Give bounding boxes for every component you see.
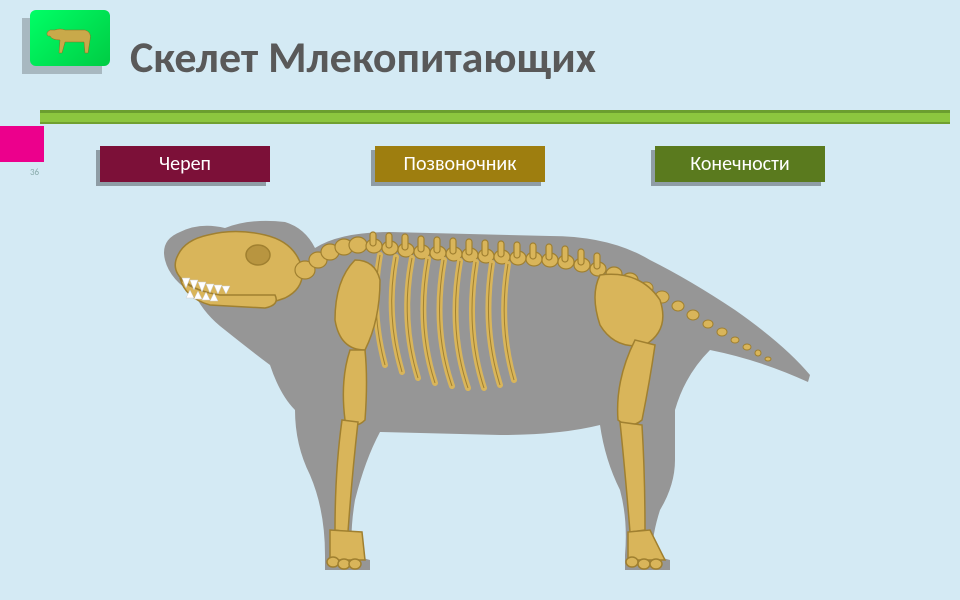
accent-bar [40, 110, 950, 124]
label-text: Конечности [690, 152, 789, 176]
label-box: Череп [100, 146, 270, 182]
label-limbs[interactable]: Конечности [655, 146, 825, 182]
pink-tab [0, 126, 44, 162]
dog-skeleton-icon [40, 18, 100, 58]
skeleton-diagram [130, 200, 830, 580]
thumbnail [30, 10, 110, 66]
label-text: Позвоночник [404, 152, 517, 176]
skull [175, 232, 302, 309]
label-box: Позвоночник [375, 146, 545, 182]
page-number: 36 [30, 167, 39, 178]
page-title: Скелет Млекопитающих [130, 30, 596, 84]
label-spine[interactable]: Позвоночник [375, 146, 545, 182]
label-box: Конечности [655, 146, 825, 182]
label-text: Череп [159, 152, 211, 176]
label-skull[interactable]: Череп [100, 146, 270, 182]
